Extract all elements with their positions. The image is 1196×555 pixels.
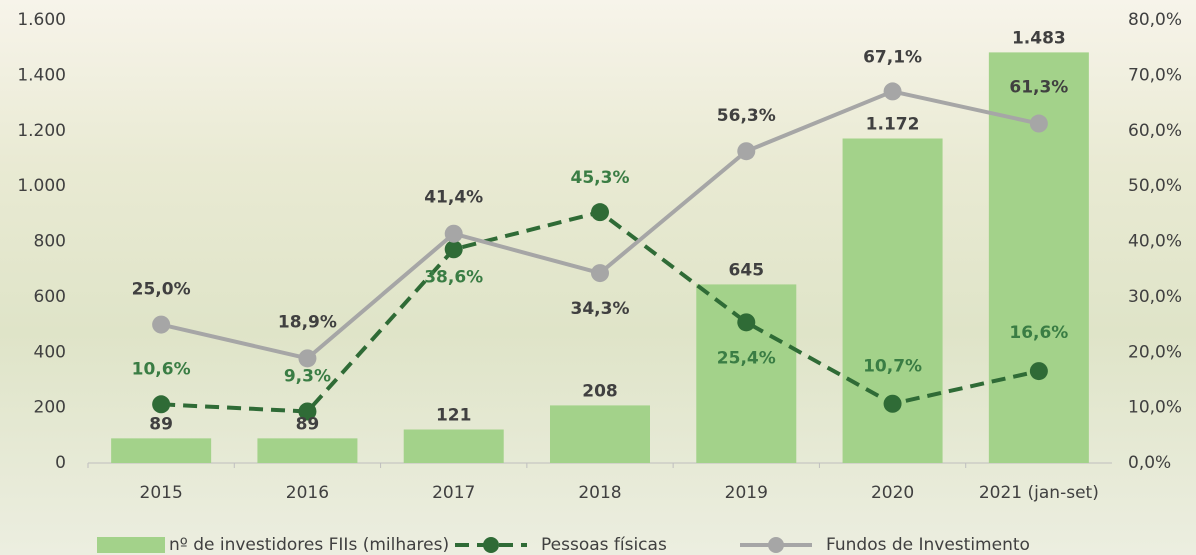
line-value-label: 10,7% xyxy=(863,357,922,377)
y-tick-label: 400 xyxy=(34,342,66,362)
line-marker xyxy=(884,82,902,100)
legend-marker xyxy=(483,537,499,553)
y2-tick-label: 50,0% xyxy=(1128,176,1182,196)
x-tick-label: 2017 xyxy=(432,483,475,503)
y2-tick-label: 60,0% xyxy=(1128,121,1182,141)
legend-marker xyxy=(768,537,784,553)
bar xyxy=(111,438,211,463)
x-tick-label: 2020 xyxy=(871,483,914,503)
chart: 0 200 400 600 800 1.000 1.200 1.400 1.600 0,0% 10,… xyxy=(0,0,1196,555)
x-tick-label: 2018 xyxy=(578,483,621,503)
bar-value-label: 89 xyxy=(296,414,320,434)
line-marker xyxy=(591,203,609,221)
bar-value-label: 89 xyxy=(149,414,173,434)
legend-label: Fundos de Investimento xyxy=(826,535,1030,555)
y2-tick-label: 0,0% xyxy=(1128,453,1171,473)
line-value-label: 38,6% xyxy=(424,267,483,287)
line-marker xyxy=(591,264,609,282)
line-value-label: 25,4% xyxy=(717,348,776,368)
line-value-label: 61,3% xyxy=(1009,78,1068,98)
legend-label: nº de investidores FIIs (milhares) xyxy=(169,535,449,555)
line-marker xyxy=(1030,115,1048,133)
line-marker xyxy=(445,240,463,258)
x-tick-label: 2019 xyxy=(725,483,768,503)
y2-tick-label: 40,0% xyxy=(1128,232,1182,252)
y2-tick-label: 30,0% xyxy=(1128,287,1182,307)
page: 0 200 400 600 800 1.000 1.200 1.400 1.600 0,0% 10,… xyxy=(0,0,1196,555)
y-tick-label: 600 xyxy=(34,287,66,307)
bar-value-label: 1.483 xyxy=(1012,28,1066,48)
legend-swatch xyxy=(97,537,165,553)
bar xyxy=(404,429,504,463)
line-value-label: 45,3% xyxy=(571,168,630,188)
y-tick-label: 800 xyxy=(34,232,66,252)
bar-value-label: 208 xyxy=(582,381,618,401)
bar xyxy=(696,284,796,463)
bar-value-label: 121 xyxy=(436,405,472,425)
line-value-label: 67,1% xyxy=(863,47,922,67)
x-tick-label: 2016 xyxy=(286,483,329,503)
bar-value-label: 1.172 xyxy=(866,115,920,135)
y-tick-label: 1.000 xyxy=(17,176,66,196)
line-marker xyxy=(1030,362,1048,380)
bar xyxy=(843,139,943,463)
y2-tick-label: 20,0% xyxy=(1128,342,1182,362)
y-tick-label: 1.200 xyxy=(17,121,66,141)
line-marker xyxy=(152,395,170,413)
bar xyxy=(257,438,357,463)
line-value-label: 10,6% xyxy=(132,359,191,379)
y2-tick-label: 70,0% xyxy=(1128,65,1182,85)
y2-tick-label: 80,0% xyxy=(1128,10,1182,30)
y-tick-label: 1.600 xyxy=(17,10,66,30)
y-tick-label: 200 xyxy=(34,398,66,418)
legend-label: Pessoas físicas xyxy=(541,535,667,555)
line-value-label: 34,3% xyxy=(571,299,630,319)
x-tick-label: 2021 (jan-set) xyxy=(979,483,1099,503)
line-value-label: 16,6% xyxy=(1009,323,1068,343)
line-value-label: 9,3% xyxy=(284,367,331,387)
line-marker xyxy=(737,142,755,160)
y2-tick-label: 10,0% xyxy=(1128,398,1182,418)
bar xyxy=(550,405,650,463)
line-marker xyxy=(298,349,316,367)
line-value-label: 25,0% xyxy=(132,280,191,300)
line-marker xyxy=(152,316,170,334)
line-marker xyxy=(737,313,755,331)
x-tick-label: 2015 xyxy=(140,483,183,503)
line-marker xyxy=(445,225,463,243)
y-tick-label: 0 xyxy=(55,453,66,473)
line-marker xyxy=(884,395,902,413)
bar-value-label: 645 xyxy=(729,260,765,280)
line-value-label: 56,3% xyxy=(717,106,776,126)
line-value-label: 41,4% xyxy=(424,188,483,208)
line-value-label: 18,9% xyxy=(278,312,337,332)
y-tick-label: 1.400 xyxy=(17,65,66,85)
